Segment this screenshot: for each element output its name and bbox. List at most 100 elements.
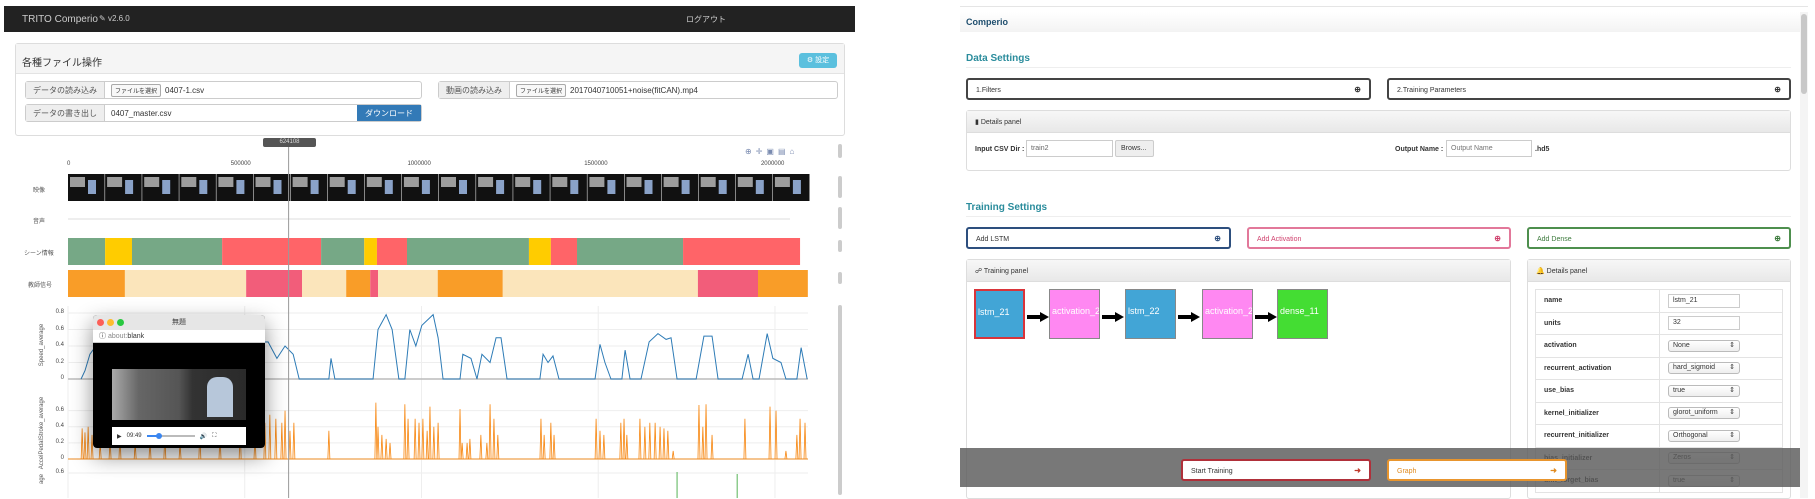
zoom-out-icon[interactable]: ▤	[777, 147, 790, 156]
video-popup-window[interactable]: 無題 ⓘ about:blank ▶ 09:49 🔊 ⛶	[93, 315, 265, 448]
timeline-chart[interactable]	[0, 0, 860, 498]
play-icon[interactable]: ▶	[117, 433, 122, 440]
thumbnail-person	[162, 180, 171, 194]
home-icon[interactable]: ⌂	[789, 147, 799, 156]
cursor-position-label[interactable]: 624108	[263, 138, 316, 147]
accel-spike	[380, 434, 384, 460]
scene-segment	[131, 238, 223, 265]
layer-node[interactable]: lstm_21	[974, 289, 1025, 339]
pan-icon[interactable]: ✛	[755, 147, 767, 156]
accel-spike	[485, 442, 489, 460]
app-title[interactable]: TRITO Comperio	[22, 14, 98, 25]
file-icon: ▮	[975, 119, 979, 126]
zoom-icon[interactable]: ⊕	[745, 147, 756, 156]
input-csv-field[interactable]: train2	[1026, 140, 1113, 157]
start-training-button[interactable]: Start Training ➜	[1181, 459, 1371, 481]
scene-segment	[105, 238, 132, 265]
param-row: recurrent_activation hard_sigmoid	[1535, 356, 1783, 380]
scrollbar-handle[interactable]	[838, 144, 842, 158]
thumbnail-person	[607, 180, 616, 194]
output-name-input[interactable]	[1446, 140, 1532, 157]
param-select[interactable]: glorot_uniform	[1668, 407, 1740, 420]
arrow-icon	[1178, 309, 1200, 322]
param-select[interactable]: Orthogonal	[1668, 429, 1740, 442]
param-select[interactable]: None	[1668, 339, 1740, 352]
browse-button[interactable]: Brows...	[1115, 140, 1154, 157]
scrollbar-handle[interactable]	[838, 272, 842, 284]
video-controls: ▶ 09:49 🔊 ⛶	[112, 427, 246, 445]
panel-title: Details panel	[1546, 268, 1588, 275]
accel-y-tick: 0.2	[55, 438, 64, 445]
video-load-group: 動画の読み込み ファイルを選択 2017040710051+noise(fitC…	[438, 81, 838, 99]
scrollbar-handle[interactable]	[838, 240, 842, 252]
accel-spike	[90, 434, 94, 460]
minimize-icon[interactable]	[107, 319, 114, 326]
scene-segment	[577, 238, 684, 265]
choose-file-button[interactable]: ファイルを選択	[111, 83, 162, 97]
param-row: recurrent_initializer Orthogonal	[1535, 424, 1783, 448]
training-parameters-button[interactable]: 2.Training Parameters ⊕	[1387, 78, 1791, 100]
scrollbar-handle[interactable]	[838, 305, 842, 495]
scrollbar[interactable]	[1800, 12, 1808, 498]
popup-titlebar[interactable]: 無題	[93, 315, 265, 330]
thumbnail-window	[552, 177, 568, 187]
thumbnail-person	[310, 180, 319, 194]
layer-node[interactable]: dense_11	[1277, 289, 1328, 339]
accel-spike	[697, 405, 701, 460]
right-app-title[interactable]: Comperio	[966, 17, 1009, 27]
accel-spike	[292, 422, 296, 460]
plus-circle-icon: ⊕	[1774, 234, 1781, 243]
accel-spike	[619, 422, 623, 460]
accel-spike	[268, 414, 272, 460]
choose-video-button[interactable]: ファイルを選択	[516, 83, 567, 97]
teacher-segment	[346, 270, 371, 297]
panel-title: Details panel	[980, 119, 1022, 126]
logout-link[interactable]: ログアウト	[686, 15, 726, 24]
thumbnail-person	[644, 180, 653, 194]
param-select[interactable]: hard_sigmoid	[1668, 362, 1740, 375]
thumbnail-person	[88, 180, 96, 194]
scene-segment	[528, 238, 551, 265]
address-bar[interactable]: ⓘ about:blank	[93, 330, 265, 343]
teacher-segment	[370, 270, 379, 297]
arrow-icon	[1255, 309, 1277, 322]
thumbnail-window	[515, 177, 531, 187]
param-input[interactable]: lstm_21	[1668, 293, 1740, 308]
layer-node[interactable]: activation_21	[1049, 289, 1100, 339]
volume-icon[interactable]: 🔊	[199, 433, 208, 440]
thumbnail-person	[459, 180, 467, 194]
row-label-video: 映像	[33, 188, 46, 194]
thumbnail-person	[347, 180, 356, 194]
thumbnail-window	[663, 177, 679, 187]
layer-node[interactable]: activation_22	[1202, 289, 1253, 339]
speed-y-tick: 0.8	[55, 309, 64, 315]
add-lstm-button[interactable]: Add LSTM ⊕	[966, 227, 1231, 249]
accel-spike	[86, 426, 90, 460]
thumbnail-window	[292, 177, 308, 187]
accel-spike	[594, 418, 598, 460]
arrow-icon	[1102, 309, 1124, 322]
fullscreen-icon[interactable]: ⛶	[212, 432, 217, 439]
export-filename-input[interactable]: 0407_master.csv	[111, 108, 172, 118]
data-export-label: データの書き出し	[26, 105, 105, 121]
layer-node[interactable]: lstm_22	[1125, 289, 1176, 339]
thumbnail-window	[700, 177, 716, 187]
graph-button[interactable]: Graph ➜	[1387, 459, 1567, 481]
video-frame[interactable]	[112, 369, 246, 420]
seek-slider[interactable]	[146, 433, 195, 439]
close-icon[interactable]	[97, 319, 104, 326]
param-select[interactable]: true	[1668, 384, 1740, 397]
zoom-in-icon[interactable]: ▣	[766, 147, 778, 156]
filters-button[interactable]: 1.Filters ⊕	[966, 78, 1371, 100]
scrollbar-handle[interactable]	[1801, 14, 1807, 94]
scene-segment	[406, 238, 529, 265]
maximize-icon[interactable]	[117, 319, 124, 326]
scrollbar-handle[interactable]	[838, 207, 842, 229]
input-csv-label: Input CSV Dir :	[975, 146, 1025, 153]
settings-button[interactable]: ⚙ 設定	[799, 53, 837, 68]
add-dense-button[interactable]: Add Dense ⊕	[1527, 227, 1791, 249]
add-activation-button[interactable]: Add Activation ⊕	[1247, 227, 1511, 249]
download-button[interactable]: ダウンロード	[357, 105, 421, 121]
param-input[interactable]: 32	[1668, 316, 1740, 331]
scrollbar-handle[interactable]	[838, 176, 842, 198]
